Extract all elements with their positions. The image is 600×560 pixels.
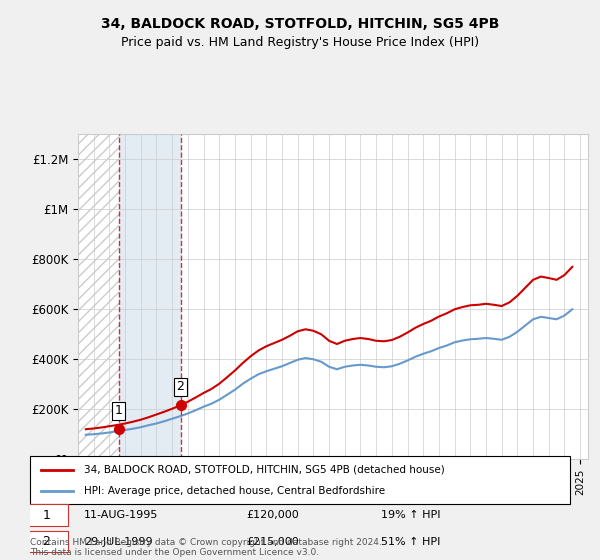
FancyBboxPatch shape: [25, 531, 68, 552]
Text: £215,000: £215,000: [246, 536, 299, 547]
Text: 1: 1: [114, 404, 122, 417]
Text: 29-JUL-1999: 29-JUL-1999: [84, 536, 152, 547]
Text: £120,000: £120,000: [246, 510, 299, 520]
Text: 2: 2: [42, 535, 50, 548]
Text: 34, BALDOCK ROAD, STOTFOLD, HITCHIN, SG5 4PB: 34, BALDOCK ROAD, STOTFOLD, HITCHIN, SG5…: [101, 17, 499, 31]
Text: 1: 1: [42, 508, 50, 521]
Bar: [181, 134, 182, 459]
FancyBboxPatch shape: [30, 456, 570, 504]
Bar: [119, 134, 181, 459]
Text: 2: 2: [176, 380, 184, 394]
Text: Price paid vs. HM Land Registry's House Price Index (HPI): Price paid vs. HM Land Registry's House …: [121, 36, 479, 49]
Text: 11-AUG-1995: 11-AUG-1995: [84, 510, 158, 520]
Bar: [78, 134, 119, 459]
FancyBboxPatch shape: [25, 505, 68, 526]
Text: 34, BALDOCK ROAD, STOTFOLD, HITCHIN, SG5 4PB (detached house): 34, BALDOCK ROAD, STOTFOLD, HITCHIN, SG5…: [84, 465, 445, 475]
Text: 51% ↑ HPI: 51% ↑ HPI: [381, 536, 440, 547]
Text: HPI: Average price, detached house, Central Bedfordshire: HPI: Average price, detached house, Cent…: [84, 486, 385, 496]
Text: 19% ↑ HPI: 19% ↑ HPI: [381, 510, 440, 520]
Text: Contains HM Land Registry data © Crown copyright and database right 2024.
This d: Contains HM Land Registry data © Crown c…: [30, 538, 382, 557]
